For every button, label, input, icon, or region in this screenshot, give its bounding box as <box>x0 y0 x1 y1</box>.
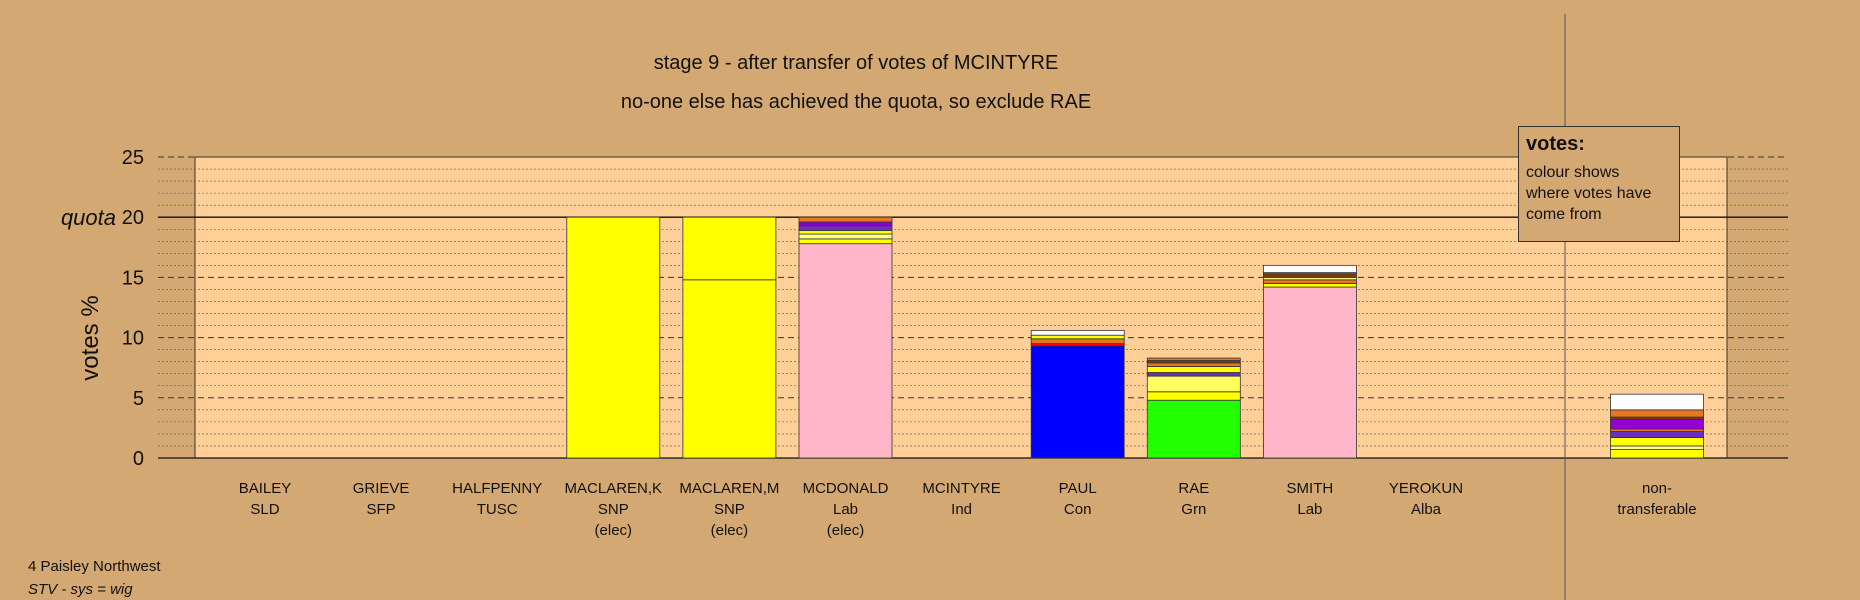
candidate-status: (elec) <box>826 522 865 539</box>
candidate-name: MCDONALD <box>802 480 889 497</box>
nontransferable-segment <box>1610 449 1704 459</box>
bar-segment <box>682 279 777 459</box>
legend-heading: votes: <box>1526 133 1585 155</box>
chart-subtitle: no-one else has achieved the quota, so e… <box>620 91 1092 113</box>
bar-segment <box>798 233 893 240</box>
candidate-party: Grn <box>1181 501 1207 518</box>
nontransferable-segment <box>1610 445 1704 450</box>
candidate-label: YEROKUN Alba <box>1371 478 1481 520</box>
y-tick-label: 5 <box>133 388 144 410</box>
candidate-party: Alba <box>1410 501 1442 518</box>
candidate-name: MCINTYRE <box>922 480 1001 497</box>
candidate-name: MACLAREN,K <box>564 480 663 497</box>
candidate-party: Con <box>1063 501 1092 518</box>
bar-segment <box>1263 283 1357 288</box>
bar-segment <box>798 216 893 223</box>
candidate-label: MCDONALD Lab (elec) <box>791 478 901 541</box>
chart-title: stage 9 - after transfer of votes of MCI… <box>653 52 1059 74</box>
candidate-label: BAILEY SLD <box>210 478 320 520</box>
bar-segment <box>1030 338 1125 345</box>
y-axis-label: votes % <box>77 295 104 380</box>
nontransferable-segment <box>1610 393 1704 411</box>
bar-segment <box>1146 375 1241 393</box>
nontransferable-segment <box>1610 437 1704 447</box>
nontransferable-text: transferable <box>1617 501 1697 518</box>
bar-segment <box>1146 362 1241 367</box>
y-tick-label: 10 <box>122 328 144 350</box>
bar-segment <box>1263 279 1357 284</box>
y-tick-label: 0 <box>133 448 144 470</box>
bar-segment <box>1030 345 1125 459</box>
y-tick-label: 20 <box>122 207 144 229</box>
bar-segment <box>1030 329 1125 336</box>
candidate-name: MACLAREN,M <box>679 480 780 497</box>
candidate-party: Ind <box>951 501 973 518</box>
ward-label: 4 Paisley Northwest <box>28 558 161 575</box>
candidate-label: SMITH Lab <box>1255 478 1365 520</box>
legend-text: colour shows where votes have come from <box>1526 164 1652 223</box>
bar-segment <box>566 216 661 459</box>
bar-segment <box>1146 399 1241 459</box>
nontransferable-text: non- <box>1641 480 1673 497</box>
candidate-party: SNP <box>597 501 629 518</box>
bar-segment <box>1146 357 1241 361</box>
candidate-label: MCINTYRE Ind <box>907 478 1017 520</box>
candidate-status: (elec) <box>710 522 749 539</box>
quota-label: quota <box>61 205 116 230</box>
bar-segment <box>798 230 893 235</box>
candidate-name: HALFPENNY <box>452 480 543 497</box>
candidate-party: TUSC <box>476 501 518 518</box>
candidate-name: YEROKUN <box>1388 480 1464 497</box>
nontransferable-segment <box>1610 409 1704 418</box>
candidate-party: SNP <box>713 501 745 518</box>
bar-segment <box>1263 264 1357 273</box>
y-tick-label: 25 <box>122 147 144 169</box>
bar-segment <box>798 238 893 245</box>
bar-segment <box>1030 334 1125 340</box>
bar-segment <box>1263 286 1357 459</box>
candidate-name: GRIEVE <box>352 480 410 497</box>
bar-segment <box>1146 366 1241 373</box>
candidate-name: PAUL <box>1058 480 1097 497</box>
candidate-name: SMITH <box>1286 480 1334 497</box>
candidate-party: Lab <box>1297 501 1323 518</box>
bar-segment <box>798 243 893 459</box>
bar-segment <box>1263 273 1357 278</box>
bar-segment <box>682 216 777 281</box>
plot-area <box>194 156 1728 459</box>
candidate-party: SFP <box>366 501 396 518</box>
candidate-party: SLD <box>250 501 280 518</box>
candidate-label: RAE Grn <box>1139 478 1249 520</box>
nontransferable-segment <box>1610 419 1704 430</box>
candidate-name: BAILEY <box>238 480 292 497</box>
bar-segment <box>1146 372 1241 377</box>
candidate-label: GRIEVE SFP <box>326 478 436 520</box>
candidate-label: PAUL Con <box>1023 478 1133 520</box>
y-tick-label: 15 <box>122 267 144 289</box>
nontransferable-segment <box>1610 431 1704 438</box>
nontransferable-label: non-transferable <box>1602 478 1712 520</box>
system-label: STV - sys = wig <box>28 581 133 598</box>
candidate-label: MACLAREN,K SNP (elec) <box>558 478 668 541</box>
candidate-label: MACLAREN,M SNP (elec) <box>674 478 784 541</box>
bar-segment <box>798 225 893 231</box>
candidate-label: HALFPENNY TUSC <box>442 478 552 520</box>
bar-segment <box>1146 391 1241 401</box>
legend-box: votes: colour shows where votes have com… <box>1518 126 1680 242</box>
candidate-status: (elec) <box>594 522 633 539</box>
candidate-name: RAE <box>1178 480 1210 497</box>
candidate-party: Lab <box>832 501 859 518</box>
bar-segment <box>798 221 893 227</box>
